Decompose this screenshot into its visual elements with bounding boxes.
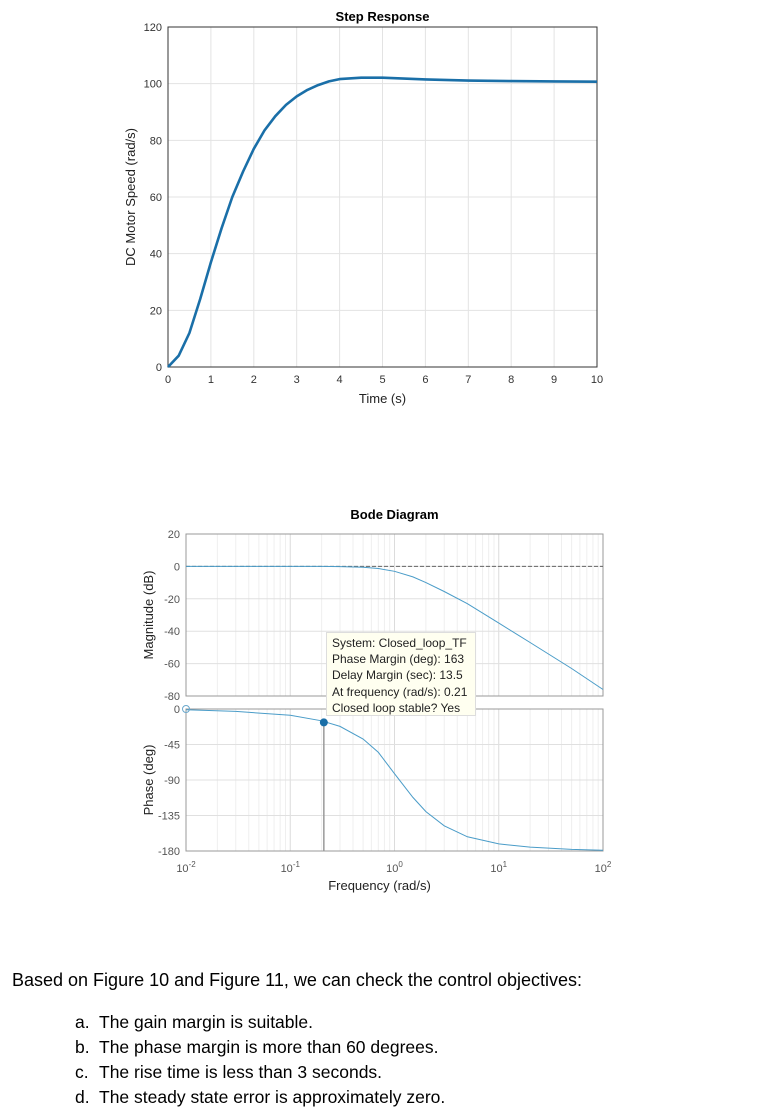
x-tick-label: 3 [294, 374, 300, 386]
y-tick-label: 120 [144, 22, 162, 34]
axes-box [167, 26, 598, 368]
annotation-line: Phase Margin (deg): 163 [332, 652, 465, 667]
y-tick-label: -180 [158, 846, 180, 858]
y-tick-label: -40 [164, 626, 180, 638]
datatip-annotation: System: Closed_loop_TF Phase Margin (deg… [326, 632, 476, 716]
y-axis-label: DC Motor Speed (rad/s) [123, 128, 138, 266]
x-tick-label: 10-1 [281, 860, 301, 875]
annotation-line: At frequency (rad/s): 0.21 [332, 684, 468, 699]
chart-title: Step Response [336, 9, 430, 24]
y-tick-label: 20 [168, 529, 180, 541]
y-tick-label: 80 [150, 135, 162, 147]
list-item: a. The gain margin is suitable. [75, 1012, 313, 1032]
y-tick-label: 0 [156, 362, 162, 374]
y-tick-label: 0 [174, 704, 180, 716]
annotation-line: Delay Margin (sec): 13.5 [332, 668, 463, 683]
objectives-list: a. The gain margin is suitable. b. The pha… [75, 1010, 445, 1110]
list-item: d. The steady state error is approximatel… [75, 1087, 446, 1107]
y-tick-label: 60 [150, 192, 162, 204]
x-tick-label: 101 [490, 860, 507, 875]
phase-line [185, 709, 604, 851]
x-tick-label: 2 [251, 374, 257, 386]
x-tick-label: 4 [337, 374, 343, 386]
x-tick-label: 8 [508, 374, 514, 386]
x-tick-label: 9 [551, 374, 557, 386]
x-tick-label: 5 [379, 374, 385, 386]
x-tick-label: 102 [595, 860, 612, 875]
x-tick-label: 10-2 [176, 860, 196, 875]
list-item: b. The phase margin is more than 60 degre… [75, 1037, 439, 1057]
y-tick-label: -90 [164, 775, 180, 787]
x-tick-label: 100 [386, 860, 403, 875]
datatip-marker [319, 718, 328, 727]
chart-title: Bode Diagram [350, 507, 438, 522]
x-axis-label: Frequency (rad/s) [328, 878, 431, 893]
y-axis-label: Phase (deg) [141, 745, 156, 816]
step-response-line [167, 76, 598, 368]
magnitude-line [186, 565, 604, 690]
y-tick-label: 40 [150, 249, 162, 261]
annotation-line: Closed loop stable? Yes [332, 700, 461, 715]
y-tick-label: -80 [164, 691, 180, 703]
x-tick-label: 10 [591, 374, 603, 386]
y-tick-label: 20 [150, 305, 162, 317]
y-tick-label: -60 [164, 659, 180, 671]
y-axis-label: Magnitude (dB) [141, 571, 156, 660]
y-tick-label: -45 [164, 740, 180, 752]
y-tick-label: 0 [174, 561, 180, 573]
x-tick-label: 7 [465, 374, 471, 386]
y-tick-label: -20 [164, 594, 180, 606]
open-circle-marker [182, 705, 190, 713]
x-tick-label: 6 [422, 374, 428, 386]
x-axis-label: Time (s) [359, 391, 406, 406]
y-tick-label: 100 [144, 79, 162, 91]
list-item: c. The rise time is less than 3 seconds. [75, 1062, 383, 1082]
body-paragraph: Based on Figure 10 and Figure 11, we can… [12, 970, 582, 990]
x-tick-label: 0 [165, 374, 171, 386]
y-tick-label: -135 [158, 811, 180, 823]
annotation-line: System: Closed_loop_TF [332, 636, 467, 650]
x-tick-label: 1 [208, 374, 214, 386]
